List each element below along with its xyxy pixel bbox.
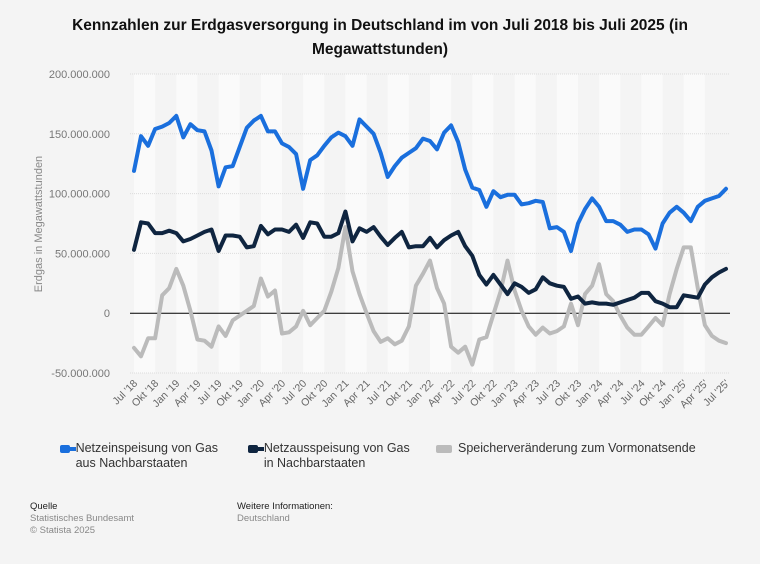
- source-block: Quelle Statistisches Bundesamt © Statist…: [30, 501, 134, 537]
- line-chart: 200.000.000 150.000.000 100.000.000 50.000.…: [33, 69, 732, 411]
- legend-item-netzeinspeisung[interactable]: Netzeinspeisung von Gas aus Nachbarstaat…: [60, 441, 230, 471]
- legend-label: Netzeinspeisung von Gas aus Nachbarstaat…: [75, 441, 219, 470]
- y-tick-label: 150.000.000: [49, 129, 110, 141]
- legend-swatch-gray: [436, 445, 452, 453]
- series-line-netzausspeisung: [132, 209, 728, 310]
- legend-item-speicherveraenderung[interactable]: Speicherveränderung zum Vormonatsende: [436, 441, 736, 456]
- legend-item-netzausspeisung[interactable]: Netzausspeisung von Gas in Nachbarstaate…: [248, 441, 418, 471]
- plot-band: [218, 74, 240, 373]
- legend-swatch-blue: [60, 445, 76, 453]
- y-tick-label: 0: [104, 308, 110, 320]
- plot-band: [176, 74, 198, 373]
- info-line: Deutschland: [237, 513, 290, 524]
- plot-band: [472, 74, 494, 373]
- plot-band: [641, 74, 663, 373]
- info-block: Weitere Informationen: Deutschland: [237, 501, 333, 525]
- plot-band: [683, 74, 705, 373]
- series-line-speicherveraenderung: [132, 225, 728, 367]
- source-line[interactable]: Statistisches Bundesamt: [30, 513, 135, 524]
- info-heading: Weitere Informationen:: [237, 501, 333, 512]
- y-axis-label: Erdgas in Megawattstunden: [33, 156, 45, 292]
- legend-label: Speicherveränderung zum Vormonatsende: [458, 441, 696, 455]
- y-tick-label: 50.000.000: [55, 248, 110, 260]
- plot-band: [599, 74, 621, 373]
- series-line-netzeinspeisung: [132, 113, 728, 253]
- legend-label: Netzausspeisung von Gas in Nachbarstaate…: [263, 441, 410, 470]
- copyright-line: © Statista 2025: [30, 525, 96, 536]
- chart-title: Kennzahlen zur Erdgasversorgung in Deuts…: [72, 17, 688, 58]
- source-heading: Quelle: [30, 501, 58, 512]
- y-tick-label: 100.000.000: [49, 189, 110, 201]
- y-tick-label: -50.000.000: [51, 368, 110, 380]
- plot-band: [514, 74, 536, 373]
- plot-band: [387, 74, 409, 373]
- y-tick-label: 200.000.000: [49, 69, 110, 81]
- legend-swatch-navy: [248, 445, 264, 453]
